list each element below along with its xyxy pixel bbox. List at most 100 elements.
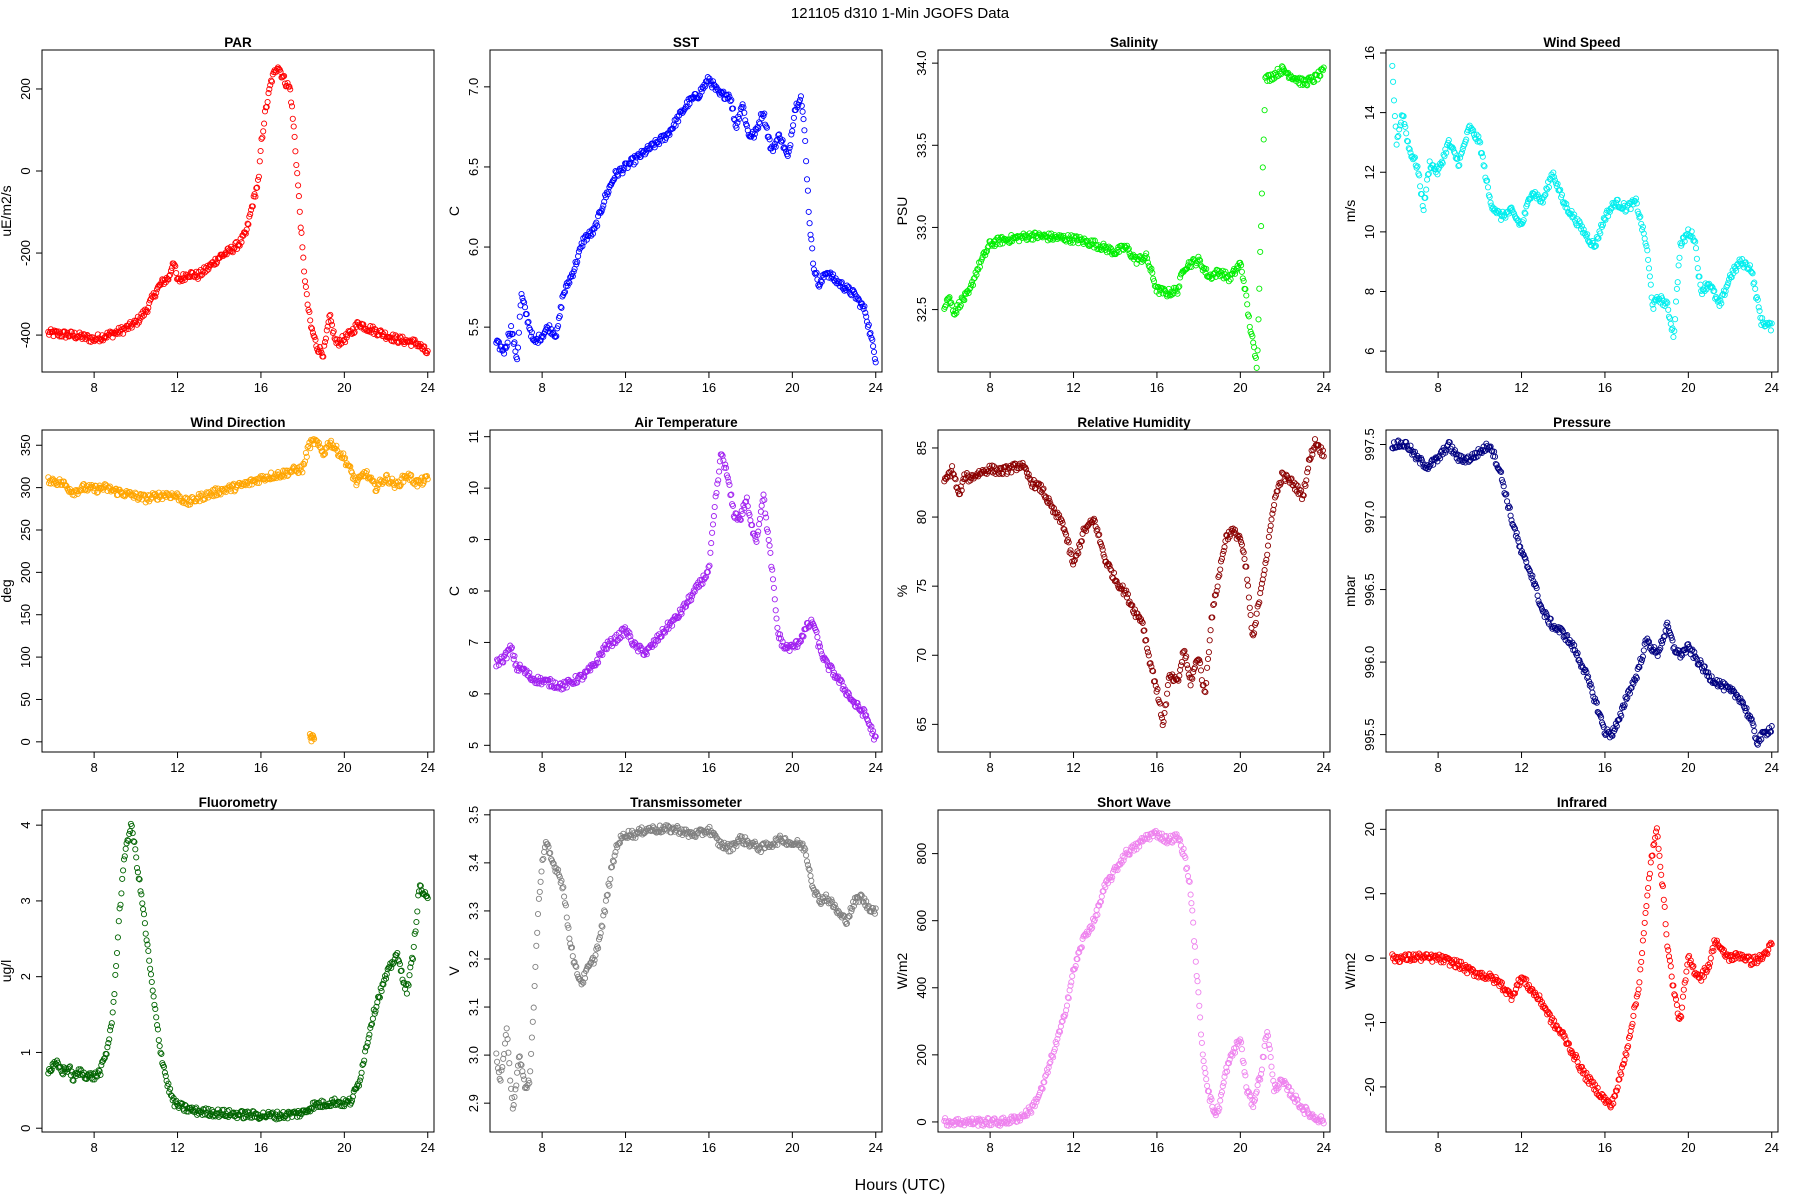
data-point	[1446, 439, 1453, 446]
data-point	[739, 510, 746, 518]
data-point	[803, 858, 811, 865]
data-point	[800, 116, 807, 123]
data-point	[1142, 253, 1149, 260]
data-point	[860, 705, 867, 713]
data-point	[1219, 267, 1226, 274]
data-point	[413, 476, 420, 484]
data-point	[713, 489, 720, 497]
data-point	[295, 193, 302, 200]
data-point	[1404, 137, 1411, 144]
data-point	[1593, 699, 1600, 706]
data-point	[293, 161, 300, 169]
data-point	[1176, 283, 1183, 290]
data-point	[866, 331, 873, 338]
data-point	[1188, 900, 1195, 907]
data-point	[1266, 527, 1273, 534]
data-point	[646, 146, 653, 153]
data-point	[1748, 269, 1755, 276]
data-point	[1035, 481, 1042, 488]
data-point	[563, 280, 570, 287]
data-point	[1219, 550, 1226, 558]
data-point	[951, 475, 958, 482]
data-point	[1147, 660, 1154, 667]
data-point	[1238, 541, 1245, 548]
data-point	[1591, 243, 1598, 251]
data-point	[1057, 232, 1064, 239]
data-point	[78, 487, 85, 494]
data-point	[1251, 344, 1258, 351]
panel-title: Relative Humidity	[1077, 415, 1191, 430]
data-point	[1571, 211, 1578, 218]
data-point	[299, 244, 306, 251]
panel-title: Pressure	[1553, 415, 1611, 430]
data-point	[195, 491, 202, 498]
data-point	[1510, 209, 1517, 216]
data-point	[1667, 632, 1674, 639]
data-point	[1264, 551, 1271, 558]
data-point	[291, 133, 298, 140]
data-point	[1161, 709, 1168, 717]
data-point	[1692, 238, 1699, 245]
data-point	[764, 528, 771, 535]
data-point	[308, 324, 315, 331]
y-tick-label: 7.0	[466, 78, 481, 96]
data-point	[1069, 973, 1076, 980]
data-point	[1163, 701, 1170, 708]
data-points	[1389, 437, 1775, 748]
data-point	[1545, 184, 1552, 191]
data-point	[1759, 315, 1766, 322]
data-point	[312, 436, 319, 443]
data-point	[1304, 82, 1311, 89]
x-tick-label: 24	[869, 1140, 883, 1155]
data-point	[494, 656, 501, 663]
x-tick-label: 8	[91, 1140, 98, 1155]
data-point	[1204, 664, 1211, 671]
data-point	[709, 78, 717, 85]
data-point	[1420, 207, 1427, 214]
y-tick-label: 150	[18, 604, 33, 626]
data-point	[142, 930, 149, 937]
data-point	[522, 668, 529, 675]
x-tick-label: 12	[618, 1140, 632, 1155]
data-point	[1207, 627, 1214, 634]
data-point	[1083, 527, 1090, 535]
data-point	[1622, 208, 1629, 215]
data-point	[1767, 327, 1774, 334]
data-point	[1725, 279, 1732, 286]
data-point	[281, 72, 288, 80]
data-point	[1743, 705, 1750, 712]
data-point	[1236, 532, 1243, 539]
data-point	[1320, 453, 1327, 460]
data-point	[1257, 248, 1264, 255]
data-point	[510, 1102, 517, 1109]
x-tick-label: 24	[1765, 760, 1779, 775]
data-point	[672, 122, 679, 129]
data-point	[494, 1058, 501, 1065]
data-point	[1157, 700, 1164, 707]
data-point	[949, 463, 956, 470]
data-point	[1754, 296, 1761, 303]
data-point	[1184, 665, 1192, 672]
data-point	[1766, 319, 1773, 326]
data-point	[304, 301, 311, 308]
data-point	[1574, 216, 1581, 223]
x-tick-label: 8	[91, 760, 98, 775]
data-point	[765, 536, 772, 544]
data-point	[1498, 468, 1505, 476]
data-point	[1646, 273, 1653, 280]
y-tick-label: 6	[466, 690, 481, 697]
data-point	[301, 278, 309, 285]
data-point	[1543, 610, 1550, 617]
data-point	[1148, 265, 1155, 272]
data-point	[247, 211, 254, 218]
data-point	[1518, 548, 1525, 555]
data-point	[508, 323, 515, 330]
data-point	[1509, 521, 1516, 528]
data-point	[1318, 444, 1325, 451]
data-point	[1664, 619, 1671, 626]
x-tick-label: 24	[869, 380, 883, 395]
data-point	[1238, 268, 1245, 275]
data-point	[1260, 571, 1267, 578]
data-point	[1123, 587, 1130, 594]
data-point	[1265, 533, 1272, 540]
